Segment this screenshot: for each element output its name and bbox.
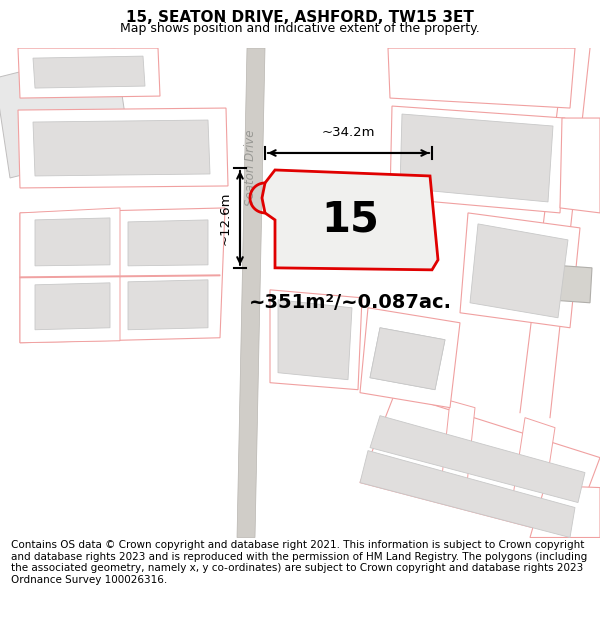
Polygon shape — [370, 416, 585, 502]
Polygon shape — [262, 170, 438, 270]
Polygon shape — [18, 108, 228, 188]
Polygon shape — [370, 328, 445, 390]
Polygon shape — [128, 220, 208, 266]
Polygon shape — [20, 208, 225, 342]
Polygon shape — [560, 118, 600, 213]
Text: 15: 15 — [321, 199, 379, 241]
Polygon shape — [278, 300, 352, 380]
Text: Seaton Drive: Seaton Drive — [244, 130, 257, 206]
Polygon shape — [440, 401, 475, 502]
Text: ~351m²/~0.087ac.: ~351m²/~0.087ac. — [248, 293, 452, 312]
Polygon shape — [20, 208, 120, 342]
Polygon shape — [510, 418, 555, 526]
Text: ~34.2m: ~34.2m — [322, 126, 375, 139]
Polygon shape — [360, 308, 460, 408]
Text: Contains OS data © Crown copyright and database right 2021. This information is : Contains OS data © Crown copyright and d… — [11, 540, 587, 585]
Polygon shape — [35, 218, 110, 266]
Polygon shape — [520, 263, 592, 302]
Polygon shape — [470, 224, 568, 318]
Polygon shape — [18, 48, 160, 98]
Polygon shape — [460, 213, 580, 328]
Polygon shape — [400, 114, 553, 202]
Polygon shape — [237, 48, 265, 538]
Polygon shape — [20, 275, 220, 278]
Polygon shape — [33, 56, 145, 88]
Polygon shape — [0, 48, 130, 178]
Polygon shape — [370, 328, 445, 390]
Polygon shape — [530, 486, 600, 538]
Text: 15, SEATON DRIVE, ASHFORD, TW15 3ET: 15, SEATON DRIVE, ASHFORD, TW15 3ET — [126, 9, 474, 24]
Polygon shape — [360, 451, 575, 538]
Polygon shape — [390, 106, 565, 213]
Polygon shape — [35, 283, 110, 330]
Text: Map shows position and indicative extent of the property.: Map shows position and indicative extent… — [120, 22, 480, 34]
Text: ~12.6m: ~12.6m — [219, 191, 232, 244]
Polygon shape — [270, 290, 362, 390]
Polygon shape — [360, 392, 600, 538]
Polygon shape — [128, 280, 208, 330]
Polygon shape — [33, 120, 210, 176]
Polygon shape — [388, 48, 575, 108]
